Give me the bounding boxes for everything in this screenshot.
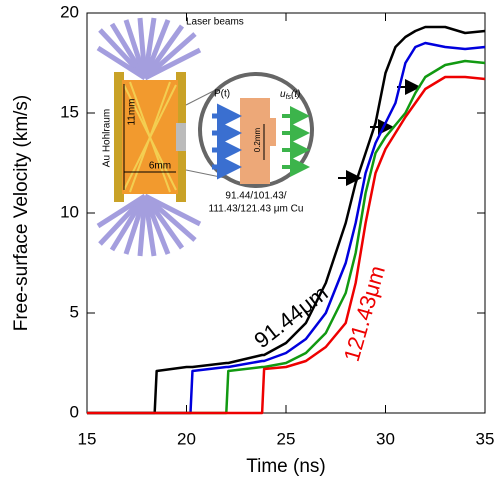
x-tick-label: 25 — [277, 429, 296, 448]
inset-label: 6mm — [149, 161, 171, 172]
inset-label: fs — [286, 94, 292, 101]
inset-label: (t) — [291, 89, 300, 100]
x-axis-label: Time (ns) — [246, 456, 326, 477]
y-tick-label: 15 — [60, 102, 79, 121]
inset-label: P(t) — [214, 89, 230, 100]
inset-label: ufs(t) — [280, 89, 300, 101]
inset-label: Au Hohlraum — [102, 109, 113, 167]
y-tick-label: 10 — [60, 202, 79, 221]
inset-label: Laser beams — [186, 17, 244, 28]
inset-caption: 111.43/121.43 μm Cu — [209, 204, 304, 215]
x-tick-label: 20 — [177, 429, 196, 448]
series-line — [87, 25, 486, 415]
x-tick-label: 30 — [376, 429, 395, 448]
inset-diagram: Laser beams Au Hohlraum 11mm 6mm P(t) uf… — [96, 17, 314, 257]
series-label: 121.43μm — [339, 263, 390, 364]
series-label: 91.44μm — [249, 280, 332, 353]
x-tick-label: 15 — [78, 429, 97, 448]
inset-label: u — [280, 89, 286, 100]
inset-label: 11mm — [127, 98, 138, 125]
inset-caption: 91.44/101.43/ — [225, 191, 286, 202]
y-tick-label: 20 — [60, 2, 79, 21]
inset-label: 0.2mm — [253, 127, 262, 152]
annotation-arrows — [338, 79, 421, 186]
y-tick-label: 0 — [70, 402, 79, 421]
y-tick-label: 5 — [70, 302, 79, 321]
x-tick-label: 35 — [476, 429, 495, 448]
series-line — [87, 75, 486, 415]
y-axis-label: Free-surface Velocity (km/s) — [11, 95, 32, 332]
